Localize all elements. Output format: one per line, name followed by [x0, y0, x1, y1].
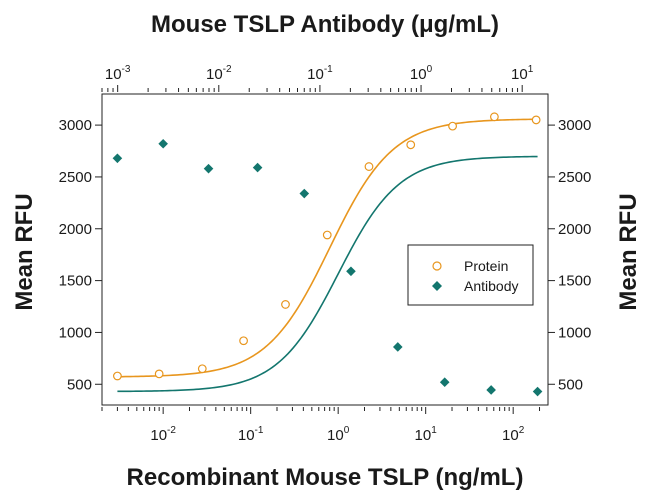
- data-point-antibody: [112, 153, 123, 164]
- right-y-tick-label: 1500: [558, 273, 591, 290]
- legend-antibody-label: Antibody: [464, 278, 518, 294]
- data-points: [112, 112, 543, 397]
- top-tick-label: 10-1: [307, 64, 333, 83]
- right-y-tick-label: 3000: [558, 117, 591, 134]
- legend-box: [407, 244, 534, 306]
- right-y-tick-label: 2000: [558, 221, 591, 238]
- data-point-antibody: [252, 162, 263, 173]
- data-point-protein: [322, 230, 332, 240]
- top-tick-label: 100: [410, 64, 433, 83]
- data-point-antibody: [203, 163, 214, 174]
- legend-protein-marker: [432, 261, 442, 271]
- fit-curve-protein: [117, 118, 537, 378]
- left-y-tick-label: 2500: [59, 169, 92, 186]
- data-point-protein: [239, 336, 248, 346]
- y-axis-label-left: Mean RFU: [11, 193, 38, 310]
- bottom-tick-label: 101: [415, 425, 438, 444]
- data-point-protein: [197, 364, 207, 374]
- bottom-tick-label: 10-2: [150, 425, 176, 444]
- top-tick-label: 10-3: [105, 64, 131, 83]
- data-point-antibody: [439, 377, 450, 387]
- data-point-antibody: [346, 266, 356, 277]
- data-point-protein: [448, 121, 457, 131]
- top-tick-label: 101: [511, 64, 534, 83]
- data-point-protein: [489, 112, 499, 122]
- legend: Protein Antibody: [407, 244, 534, 306]
- legend-antibody-marker: [432, 281, 442, 291]
- fit-curve-antibody: [117, 155, 538, 393]
- left-y-tick-label: 500: [67, 376, 92, 393]
- fit-curves: [117, 118, 538, 393]
- top-tick-label: 10-2: [206, 64, 232, 83]
- bottom-tick-label: 102: [502, 425, 525, 444]
- data-point-antibody: [486, 385, 496, 395]
- left-y-tick-label: 2000: [59, 221, 92, 238]
- data-point-protein: [364, 162, 374, 171]
- axis-ticks: 10-2 10-1 100 101 102 10-3 10-2 10-1 100 101 500 50…: [59, 64, 592, 444]
- data-point-protein: [154, 369, 164, 379]
- right-y-tick-label: 2500: [558, 169, 591, 186]
- data-point-protein: [531, 115, 541, 125]
- y-axis-label-right: Mean RFU: [615, 193, 642, 310]
- data-point-antibody: [158, 138, 168, 149]
- legend-protein-label: Protein: [464, 258, 508, 274]
- chart-title: Mouse TSLP Antibody (μg/mL): [151, 11, 499, 38]
- left-y-tick-label: 1000: [59, 324, 92, 341]
- x-axis-label: Recombinant Mouse TSLP (ng/mL): [127, 464, 524, 491]
- data-point-antibody: [532, 386, 543, 397]
- data-point-protein: [281, 300, 290, 309]
- bottom-tick-label: 100: [327, 425, 350, 444]
- right-y-tick-label: 500: [558, 376, 583, 393]
- left-y-tick-label: 1500: [59, 273, 92, 290]
- data-point-protein: [406, 140, 416, 150]
- data-point-antibody: [392, 342, 403, 352]
- right-y-tick-label: 1000: [558, 324, 591, 341]
- left-y-tick-label: 3000: [59, 117, 92, 134]
- data-point-protein: [113, 371, 122, 381]
- plot-area: [101, 93, 549, 406]
- bottom-tick-label: 10-1: [238, 425, 264, 444]
- data-point-antibody: [299, 188, 310, 199]
